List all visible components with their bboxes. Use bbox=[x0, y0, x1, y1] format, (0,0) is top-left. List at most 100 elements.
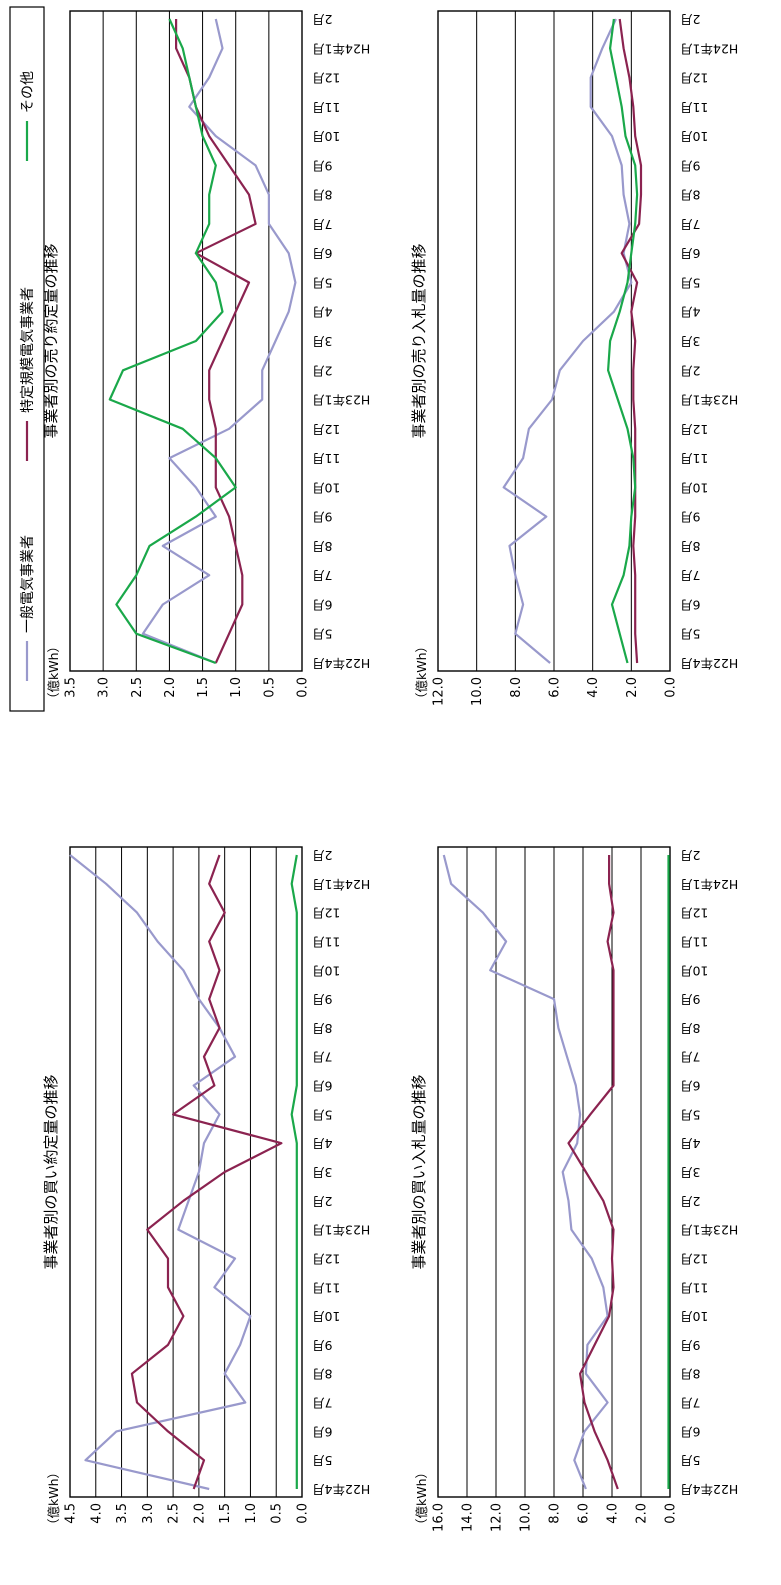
x-tick-label: H24年1月 bbox=[680, 41, 738, 56]
x-tick-label: 3月 bbox=[312, 1165, 332, 1180]
x-tick-label: 4月 bbox=[680, 305, 700, 320]
x-tick-label: H23年1月 bbox=[680, 1223, 738, 1238]
series-line-other bbox=[292, 855, 297, 1489]
x-tick-label: 2月 bbox=[680, 12, 700, 27]
x-tick-label: 11月 bbox=[680, 451, 708, 466]
chart-title: 事業者別の買い約定量の推移 bbox=[42, 1074, 60, 1269]
x-tick-label: 7月 bbox=[680, 1050, 700, 1065]
x-tick-label: 5月 bbox=[312, 1107, 332, 1122]
x-tick-label: H23年1月 bbox=[312, 1223, 370, 1238]
y-tick-label: 8.0 bbox=[509, 677, 524, 698]
y-tick-label: 6.0 bbox=[548, 677, 563, 698]
x-tick-label: 7月 bbox=[680, 568, 700, 583]
legend-label-general: 一般電気事業者 bbox=[20, 535, 36, 633]
x-tick-label: 6月 bbox=[312, 246, 332, 261]
x-tick-label: 11月 bbox=[312, 934, 340, 949]
series-line-other bbox=[110, 19, 236, 663]
x-tick-label: 7月 bbox=[312, 568, 332, 583]
x-tick-label: 6月 bbox=[680, 597, 700, 612]
x-tick-label: 10月 bbox=[312, 963, 340, 978]
y-tick-label: 2.5 bbox=[167, 1503, 182, 1524]
x-tick-label: 5月 bbox=[680, 275, 700, 290]
chart-title: 事業者別の売り入札量の推移 bbox=[410, 243, 428, 438]
y-tick-label: 3.5 bbox=[115, 1503, 130, 1524]
x-tick-label: 5月 bbox=[680, 1107, 700, 1122]
y-tick-label: 0.5 bbox=[270, 1503, 285, 1524]
x-tick-label: 4月 bbox=[312, 305, 332, 320]
y-tick-label: 3.0 bbox=[97, 677, 112, 698]
x-tick-label: 12月 bbox=[312, 71, 340, 86]
x-tick-label: 2月 bbox=[312, 1194, 332, 1209]
x-tick-label: 6月 bbox=[312, 597, 332, 612]
x-tick-label: 8月 bbox=[680, 188, 700, 203]
y-tick-label: 1.5 bbox=[196, 677, 211, 698]
x-tick-label: 2月 bbox=[680, 1194, 700, 1209]
x-tick-label: 4月 bbox=[312, 1136, 332, 1151]
x-tick-label: H24年1月 bbox=[312, 877, 370, 892]
y-tick-label: 0.0 bbox=[296, 1503, 311, 1524]
x-tick-label: 5月 bbox=[680, 1453, 700, 1468]
y-tick-label: 2.5 bbox=[130, 677, 145, 698]
x-tick-label: H24年1月 bbox=[312, 41, 370, 56]
y-tick-label: 12.0 bbox=[490, 1503, 505, 1532]
x-tick-label: 5月 bbox=[312, 275, 332, 290]
y-tick-label: 0.0 bbox=[296, 677, 311, 698]
x-tick-label: 10月 bbox=[680, 1309, 708, 1324]
x-tick-label: 5月 bbox=[312, 627, 332, 642]
plot-area bbox=[70, 11, 302, 671]
y-axis-unit: （億kWh） bbox=[46, 640, 61, 705]
y-tick-label: 16.0 bbox=[432, 1503, 447, 1532]
series-line-specific bbox=[176, 19, 256, 663]
x-tick-label: 6月 bbox=[312, 1424, 332, 1439]
x-tick-label: 4月 bbox=[680, 1136, 700, 1151]
x-tick-label: 7月 bbox=[312, 1396, 332, 1411]
chart-buy-bid: 0.02.04.06.08.010.012.014.016.0（億kWh）事業者… bbox=[410, 847, 738, 1532]
x-tick-label: 11月 bbox=[312, 1280, 340, 1295]
x-tick-label: 11月 bbox=[680, 1280, 708, 1295]
y-axis-unit: （億kWh） bbox=[414, 640, 429, 705]
x-tick-label: 6月 bbox=[680, 246, 700, 261]
x-tick-label: 6月 bbox=[680, 1079, 700, 1094]
y-tick-label: 10.0 bbox=[470, 677, 485, 706]
y-tick-label: 12.0 bbox=[432, 677, 447, 706]
x-tick-label: H22年4月 bbox=[312, 656, 370, 671]
x-tick-label: 11月 bbox=[312, 451, 340, 466]
series-line-general bbox=[504, 19, 632, 663]
x-tick-label: 6月 bbox=[680, 1424, 700, 1439]
series-line-specific bbox=[132, 855, 282, 1489]
y-tick-label: 6.0 bbox=[577, 1503, 592, 1524]
x-tick-label: 7月 bbox=[312, 1050, 332, 1065]
x-tick-label: 12月 bbox=[312, 1251, 340, 1266]
x-tick-label: 10月 bbox=[312, 129, 340, 144]
chart-buy-contract: 0.00.51.01.52.02.53.03.54.04.5（億kWh）事業者別… bbox=[42, 847, 370, 1531]
x-tick-label: 12月 bbox=[680, 71, 708, 86]
x-tick-label: 9月 bbox=[312, 992, 332, 1007]
x-tick-label: 7月 bbox=[312, 217, 332, 232]
x-tick-label: 12月 bbox=[312, 422, 340, 437]
x-tick-label: 9月 bbox=[312, 1338, 332, 1353]
y-tick-label: 1.5 bbox=[218, 1503, 233, 1524]
x-tick-label: 7月 bbox=[680, 217, 700, 232]
y-tick-label: 1.0 bbox=[244, 1503, 259, 1524]
x-tick-label: 8月 bbox=[680, 539, 700, 554]
chart-sell-bid: 0.02.04.06.08.010.012.0（億kWh）事業者別の売り入札量の… bbox=[410, 11, 738, 706]
y-tick-label: 0.5 bbox=[262, 677, 277, 698]
y-axis-unit: （億kWh） bbox=[46, 1466, 61, 1531]
x-tick-label: H23年1月 bbox=[312, 393, 370, 408]
x-tick-label: 2月 bbox=[312, 363, 332, 378]
x-tick-label: H23年1月 bbox=[680, 393, 738, 408]
x-tick-label: 12月 bbox=[312, 906, 340, 921]
x-tick-label: 6月 bbox=[312, 1079, 332, 1094]
x-tick-label: 11月 bbox=[312, 100, 340, 115]
y-tick-label: 0.0 bbox=[664, 677, 679, 698]
x-tick-label: 2月 bbox=[680, 363, 700, 378]
x-tick-label: 9月 bbox=[312, 510, 332, 525]
x-tick-label: 5月 bbox=[680, 627, 700, 642]
x-tick-label: H24年1月 bbox=[680, 877, 738, 892]
x-tick-label: 12月 bbox=[680, 422, 708, 437]
legend-label-specific: 特定規模電気事業者 bbox=[20, 287, 36, 413]
series-line-other bbox=[608, 19, 637, 663]
x-tick-label: H22年4月 bbox=[680, 656, 738, 671]
y-tick-label: 14.0 bbox=[461, 1503, 476, 1532]
